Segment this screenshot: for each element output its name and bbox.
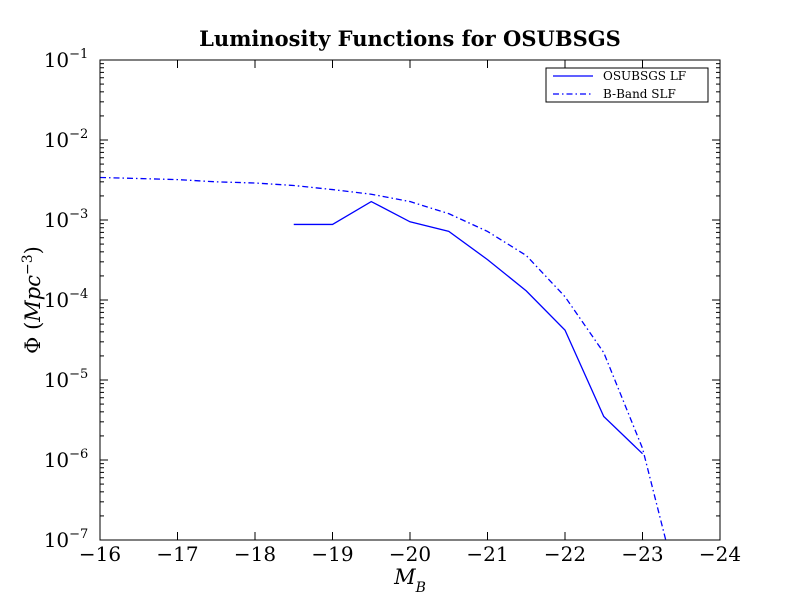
series-line-b-band-slf — [100, 176, 667, 540]
legend-label-b-band-slf: B-Band SLF — [603, 87, 676, 101]
y-tick-label: 10−4 — [44, 287, 89, 312]
series-layer — [100, 176, 667, 540]
chart-title: Luminosity Functions for OSUBSGS — [199, 26, 621, 51]
y-axis-label-prefix: Φ ( — [21, 322, 45, 354]
y-tick-label-exponent: −7 — [69, 527, 88, 542]
y-tick-label: 10−5 — [44, 367, 89, 392]
x-axis-label: MB — [393, 565, 426, 596]
plot-frame — [99, 59, 721, 541]
x-tick-label: −19 — [311, 542, 353, 566]
y-tick-label-exponent: −4 — [69, 287, 88, 302]
y-tick-label: 10−7 — [44, 527, 89, 552]
y-tick-label-exponent: −6 — [69, 447, 88, 462]
y-tick-label-exponent: −2 — [69, 127, 88, 142]
y-tick-label: 10−1 — [44, 47, 89, 72]
y-tick-label-exponent: −1 — [69, 47, 88, 62]
y-tick-label-base: 10 — [44, 368, 69, 392]
series-line-osubsgs-lf — [293, 200, 643, 455]
legend-box — [545, 67, 709, 103]
legend: OSUBSGS LF B-Band SLF — [545, 67, 709, 103]
y-tick-label-base: 10 — [44, 528, 69, 552]
x-tick-label: −20 — [389, 542, 431, 566]
x-tick-label: −22 — [544, 542, 586, 566]
y-tick-label-exponent: −5 — [69, 367, 88, 382]
x-axis-label-base: M — [393, 565, 416, 589]
y-tick-label: 10−2 — [44, 127, 89, 152]
x-axis-label-subscript: B — [415, 580, 426, 596]
y-axis-label-superscript: −3 — [20, 254, 36, 275]
x-tick-label: −16 — [79, 542, 121, 566]
y-tick-label-base: 10 — [44, 288, 69, 312]
y-axis-label-base: Mpc — [21, 275, 45, 323]
y-tick-label-exponent: −3 — [69, 207, 88, 222]
y-tick-label: 10−6 — [44, 447, 89, 472]
y-tick-label: 10−3 — [44, 207, 89, 232]
y-axis-ticks: 10−110−210−310−410−510−610−7 — [44, 47, 720, 552]
y-tick-label-base: 10 — [44, 448, 69, 472]
y-axis-label: Φ (Mpc−3) — [20, 246, 45, 354]
x-axis-ticks: −16 −17 −18 −19 −20 −21 −22 −23 −24 — [79, 60, 741, 566]
y-axis-label-suffix: ) — [21, 246, 45, 254]
y-tick-label-base: 10 — [44, 48, 69, 72]
x-tick-label: −17 — [156, 542, 198, 566]
x-tick-label: −23 — [621, 542, 663, 566]
x-tick-label: −24 — [699, 542, 741, 566]
y-tick-label-base: 10 — [44, 128, 69, 152]
y-tick-label-base: 10 — [44, 208, 69, 232]
legend-label-osubsgs-lf: OSUBSGS LF — [603, 69, 686, 83]
x-tick-label: −18 — [234, 542, 276, 566]
x-tick-label: −21 — [466, 542, 508, 566]
